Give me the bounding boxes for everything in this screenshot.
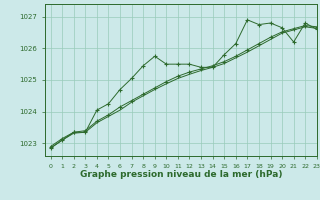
X-axis label: Graphe pression niveau de la mer (hPa): Graphe pression niveau de la mer (hPa) bbox=[80, 170, 282, 179]
